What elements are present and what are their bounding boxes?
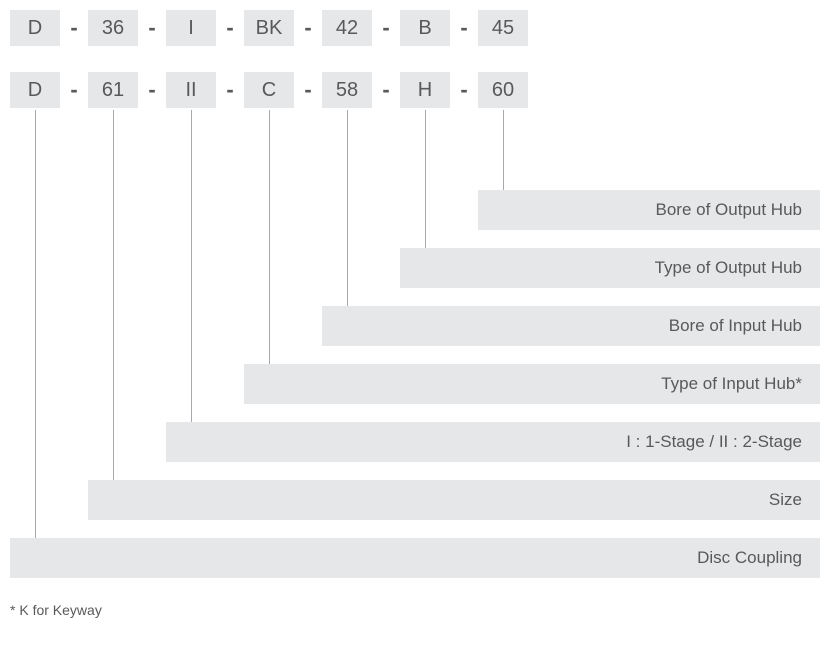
row2-seg-0: D <box>10 72 60 108</box>
row2-dash-0: - <box>65 72 83 108</box>
row2-dash-3: - <box>299 72 317 108</box>
row1-dash-0: - <box>65 10 83 46</box>
row2-dash-5: - <box>455 72 473 108</box>
row1-seg-3: BK <box>244 10 294 46</box>
row2-dash-1: - <box>143 72 161 108</box>
label-3: Type of Input Hub* <box>244 364 820 404</box>
row2-seg-5: H <box>400 72 450 108</box>
connector-5 <box>425 110 426 248</box>
label-5: Type of Output Hub <box>400 248 820 288</box>
connector-2 <box>191 110 192 422</box>
row2-seg-1: 61 <box>88 72 138 108</box>
row1-seg-0: D <box>10 10 60 46</box>
connector-3 <box>269 110 270 364</box>
label-6: Bore of Output Hub <box>478 190 820 230</box>
row1-dash-3: - <box>299 10 317 46</box>
label-0: Disc Coupling <box>10 538 820 578</box>
connector-4 <box>347 110 348 306</box>
footnote: * K for Keyway <box>10 602 102 618</box>
row2-seg-3: C <box>244 72 294 108</box>
row1-seg-6: 45 <box>478 10 528 46</box>
row2-seg-2: II <box>166 72 216 108</box>
row2-dash-4: - <box>377 72 395 108</box>
row1-dash-5: - <box>455 10 473 46</box>
row1-dash-1: - <box>143 10 161 46</box>
row1-seg-5: B <box>400 10 450 46</box>
label-1: Size <box>88 480 820 520</box>
connector-6 <box>503 110 504 190</box>
row1-seg-2: I <box>166 10 216 46</box>
label-4: Bore of Input Hub <box>322 306 820 346</box>
row1-dash-4: - <box>377 10 395 46</box>
row1-dash-2: - <box>221 10 239 46</box>
row1-seg-1: 36 <box>88 10 138 46</box>
row2-dash-2: - <box>221 72 239 108</box>
row2-seg-4: 58 <box>322 72 372 108</box>
row1-seg-4: 42 <box>322 10 372 46</box>
connector-1 <box>113 110 114 480</box>
label-2: I : 1-Stage / II : 2-Stage <box>166 422 820 462</box>
connector-0 <box>35 110 36 538</box>
row2-seg-6: 60 <box>478 72 528 108</box>
